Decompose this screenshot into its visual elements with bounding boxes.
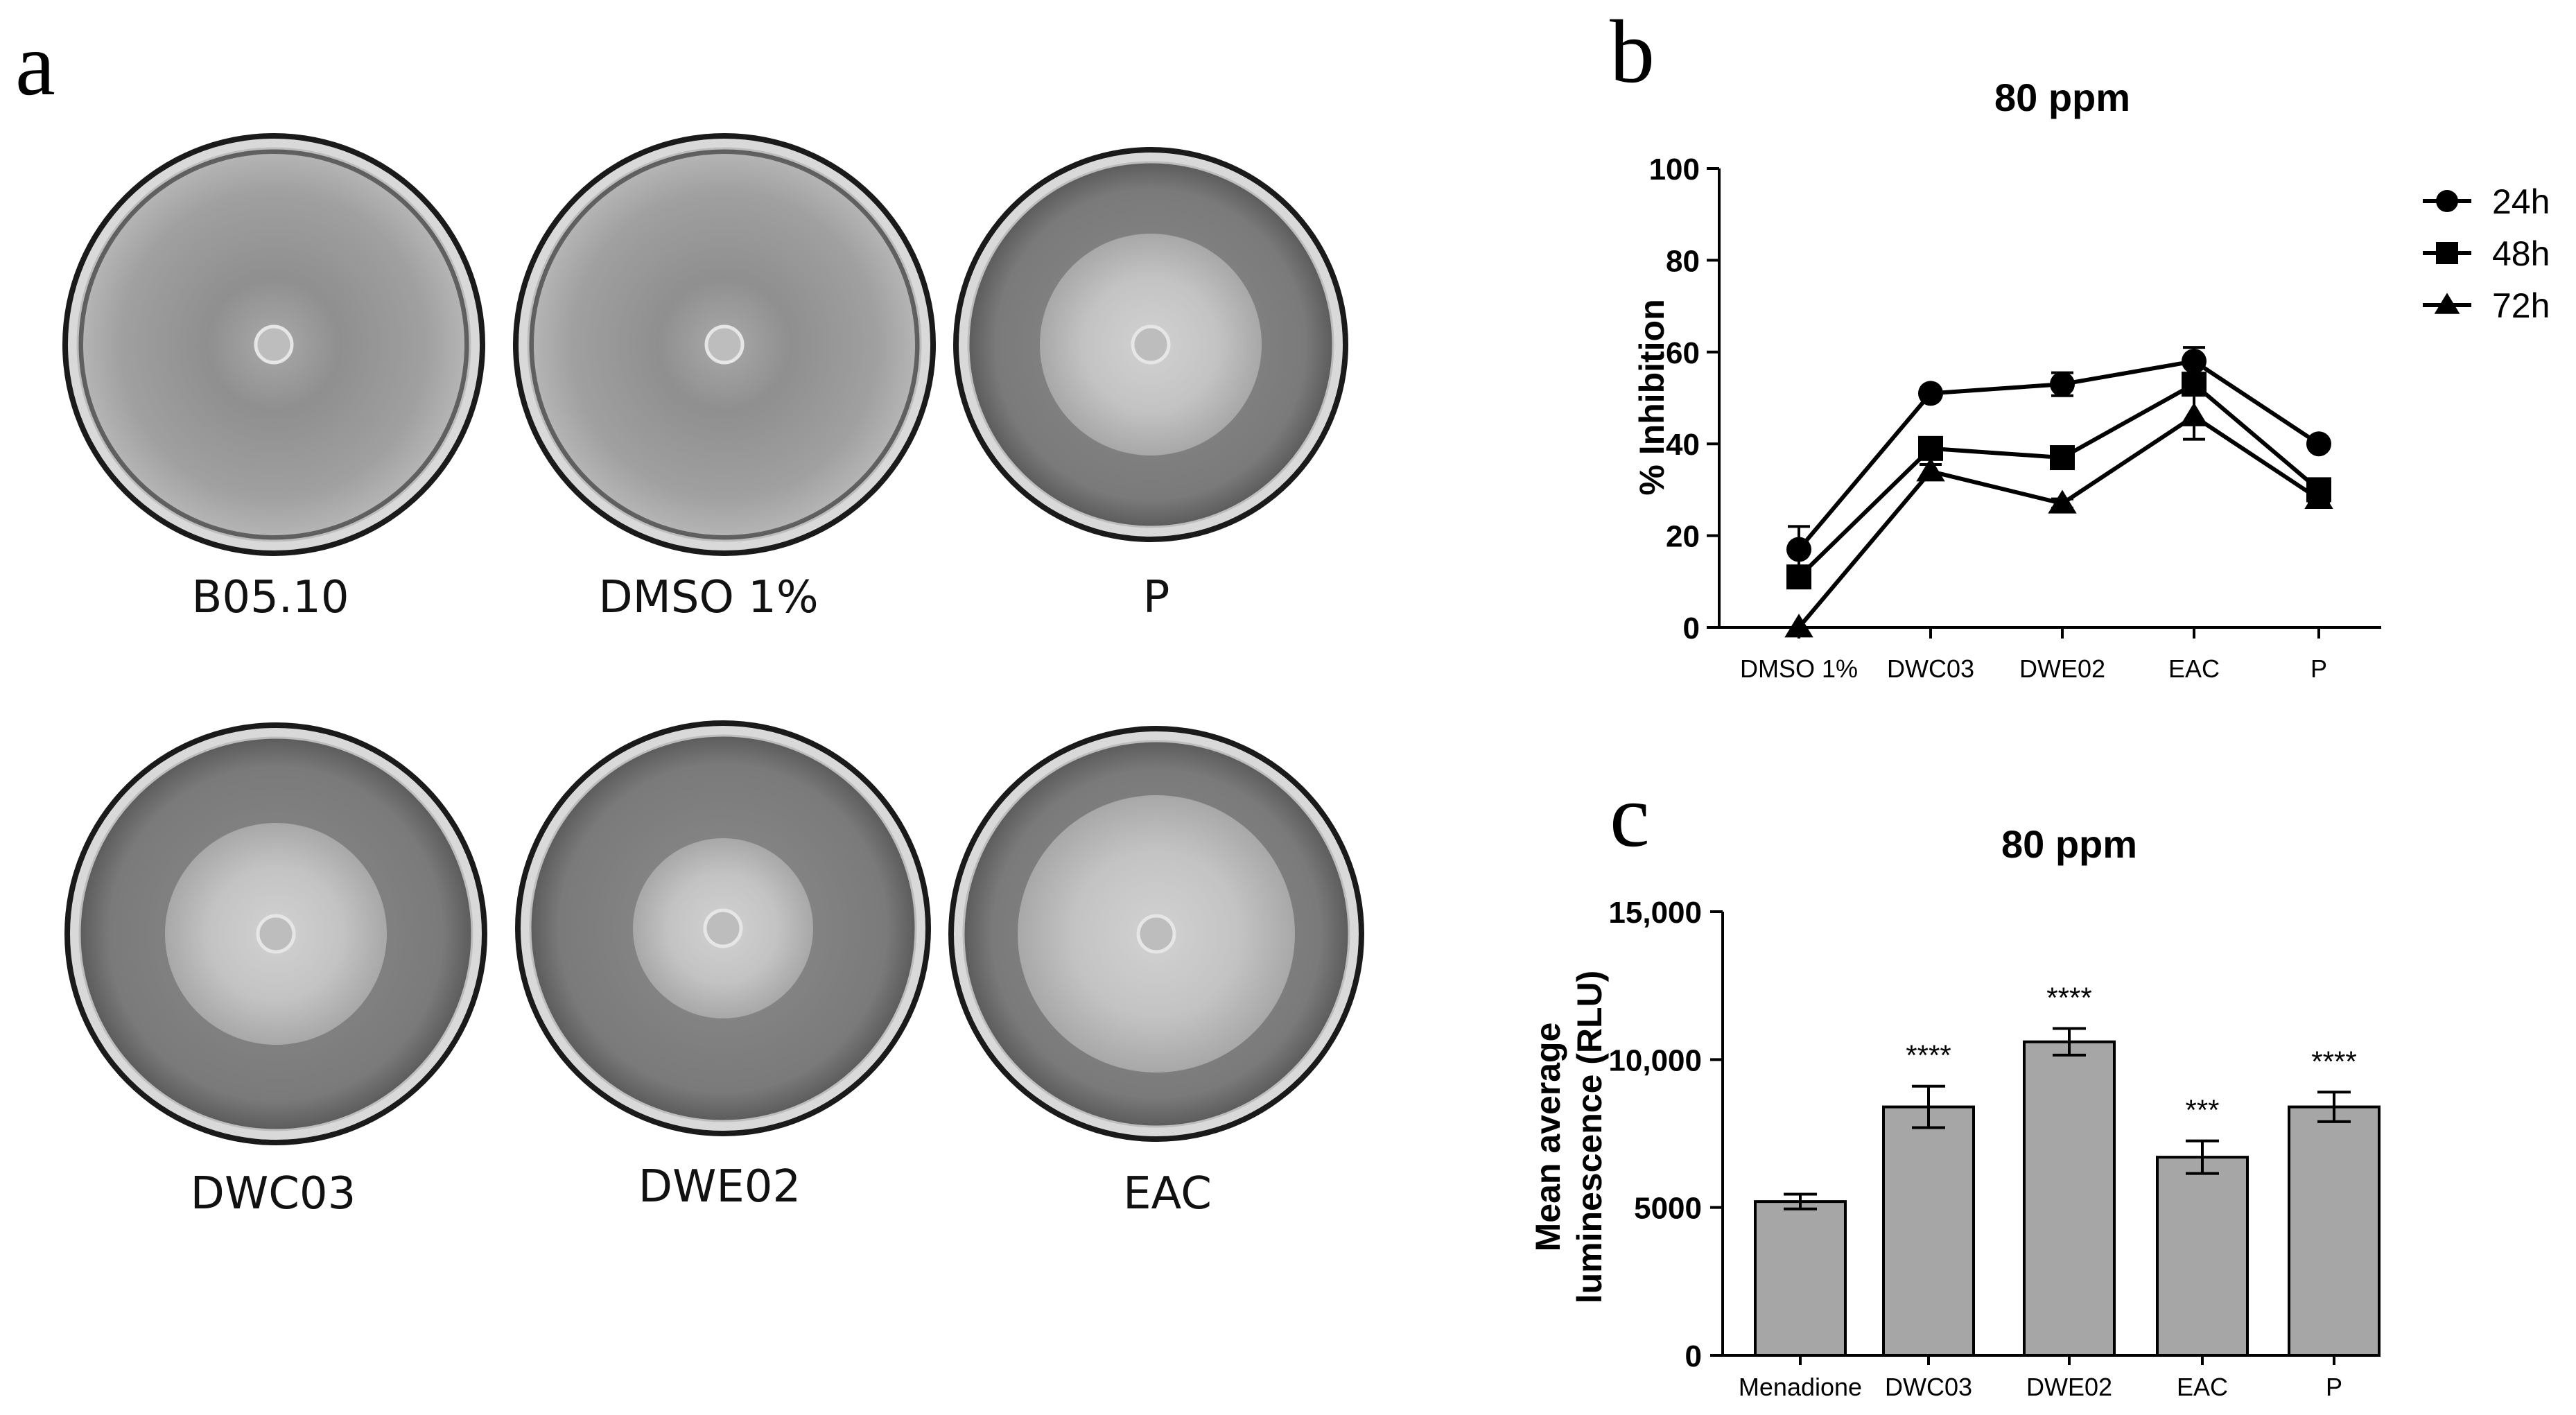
chart-b-x-tick-label: EAC <box>2168 654 2220 683</box>
chart-c-significance-label: **** <box>1906 1039 1951 1072</box>
plate-label-dwc03: DWC03 <box>190 1168 356 1219</box>
chart-c-significance-label: **** <box>2046 982 2091 1014</box>
chart-c-ylabel-line2: luminescence (RLU) <box>1570 971 1609 1304</box>
chart-b-point <box>2048 489 2077 514</box>
chart-c-x-tick-label: DWE02 <box>2026 1373 2112 1401</box>
chart-b-point <box>2436 190 2458 212</box>
chart-b-point <box>1784 614 1813 638</box>
chart-b-point <box>2050 445 2075 471</box>
petri-dish <box>953 147 1348 542</box>
chart-b-y-tick-label: 20 <box>1666 520 1700 554</box>
chart-c-bar <box>2288 1105 2381 1357</box>
plate-label-p: P <box>1142 572 1170 623</box>
panel-letter-c: c <box>1610 766 1650 866</box>
chart-b-point <box>1918 381 1943 406</box>
chart-c-y-tick-label: 10,000 <box>1608 1043 1702 1077</box>
chart-b-y-tick-label: 80 <box>1666 244 1700 278</box>
petri-dish <box>948 726 1364 1142</box>
petri-dish <box>64 722 487 1145</box>
chart-b-legend-label: 48h <box>2492 234 2550 273</box>
petri-dish-grid <box>62 133 1364 1145</box>
chart-c-x-tick-label: DWC03 <box>1885 1373 1972 1401</box>
chart-b-x-tick-label: DWE02 <box>2019 654 2105 683</box>
chart-b-point <box>2306 431 2331 457</box>
chart-c-bar <box>1754 1200 1847 1357</box>
inoculum-plug <box>704 324 745 365</box>
inoculum-plug <box>1131 324 1171 365</box>
panel-letter-b: b <box>1610 2 1655 102</box>
inhibition-line-chart: 80 ppm % Inhibition 0 20 40 60 80 100 DMSO 1% D… <box>1633 76 2550 683</box>
chart-b-point <box>2304 485 2333 510</box>
chart-c-ylabel-line1: Mean average <box>1529 1023 1567 1252</box>
chart-b-point <box>2434 293 2460 314</box>
chart-b-point <box>2182 349 2207 374</box>
petri-dish <box>515 720 931 1136</box>
inoculum-plug <box>703 908 743 948</box>
chart-b-ylabel: % Inhibition <box>1633 299 1671 495</box>
chart-b-x-tick-label: P <box>2310 654 2327 683</box>
inoculum-plug <box>1136 914 1176 954</box>
plate-label-eac: EAC <box>1123 1168 1212 1219</box>
chart-c-y-tick-label: 15,000 <box>1608 896 1702 930</box>
chart-b-x-tick-label: DMSO 1% <box>1740 654 1858 683</box>
chart-c-y-tick-label: 0 <box>1685 1339 1702 1373</box>
chart-b-y-tick-label: 0 <box>1683 611 1700 645</box>
chart-b-legend-label: 72h <box>2492 286 2550 325</box>
chart-c-title: 80 ppm <box>2001 822 2137 866</box>
chart-b-point <box>1786 537 1811 562</box>
chart-b-point <box>1916 458 1945 482</box>
chart-c-x-tick-label: EAC <box>2177 1373 2228 1401</box>
chart-c-x-tick-label: Menadione <box>1739 1373 1862 1401</box>
chart-c-bar <box>2023 1040 2116 1357</box>
plate-label-b0510: B05.10 <box>191 572 349 623</box>
panel-letter-a: a <box>15 15 55 114</box>
chart-c-significance-label: *** <box>2185 1094 2219 1127</box>
chart-b-point <box>2050 372 2075 397</box>
inoculum-plug <box>256 914 296 954</box>
chart-b-point <box>2179 402 2209 426</box>
chart-b-y-tick-label: 60 <box>1666 336 1700 370</box>
petri-dish <box>62 133 485 556</box>
chart-b-point <box>2436 242 2458 264</box>
chart-c-x-tick-label: P <box>2326 1373 2342 1401</box>
chart-c-significance-label: **** <box>2311 1045 2356 1077</box>
plate-label-dmso: DMSO 1% <box>598 572 819 623</box>
chart-b-y-tick-label: 40 <box>1666 428 1700 462</box>
chart-b-point <box>1786 564 1811 590</box>
chart-b-y-tick-label: 100 <box>1649 153 1700 186</box>
chart-c-y-tick-label: 5000 <box>1634 1192 1702 1226</box>
chart-c-bar <box>2156 1156 2249 1357</box>
plate-label-dwe02: DWE02 <box>638 1161 801 1213</box>
petri-dish <box>513 133 936 556</box>
inoculum-plug <box>254 324 294 365</box>
chart-b-legend-label: 24h <box>2492 182 2550 221</box>
chart-c-bar <box>1882 1105 1975 1357</box>
chart-b-title: 80 ppm <box>1994 76 2130 119</box>
chart-b-x-tick-label: DWC03 <box>1887 654 1974 683</box>
chart-b-point <box>1918 435 1943 461</box>
